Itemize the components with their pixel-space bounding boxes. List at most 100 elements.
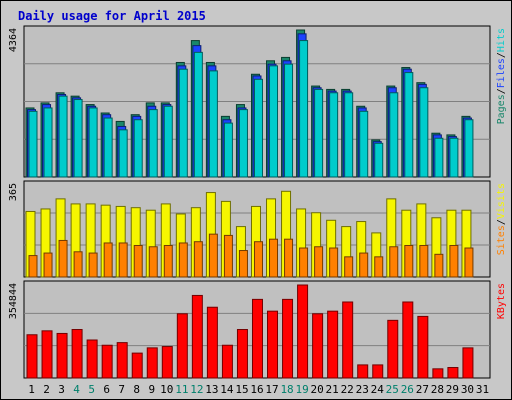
bar-hits-day-12 bbox=[193, 51, 203, 178]
bar-kbytes-day-14 bbox=[221, 344, 233, 379]
bar-hits-day-29 bbox=[449, 137, 459, 178]
bar-hits-day-15 bbox=[238, 109, 248, 178]
bar-sites-day-26 bbox=[404, 244, 414, 278]
x-tick-label: 7 bbox=[118, 383, 125, 396]
bar-kbytes-day-1 bbox=[26, 334, 38, 379]
bar-sites-day-23 bbox=[359, 252, 369, 278]
bar-sites-day-16 bbox=[253, 241, 263, 278]
x-tick-label: 4 bbox=[73, 383, 80, 396]
bar-hits-day-9 bbox=[148, 109, 158, 178]
bar-kbytes-day-18 bbox=[282, 298, 294, 379]
x-tick-label: 18 bbox=[280, 383, 293, 396]
legend-separator: / bbox=[496, 52, 507, 58]
bar-sites-day-3 bbox=[58, 239, 68, 278]
bar-hits-day-24 bbox=[374, 142, 384, 178]
bar-kbytes-day-26 bbox=[402, 301, 414, 379]
bar-sites-day-20 bbox=[314, 246, 324, 278]
bar-sites-day-17 bbox=[269, 238, 279, 278]
x-tick-label: 12 bbox=[190, 383, 203, 396]
bar-hits-day-2 bbox=[43, 107, 53, 178]
bar-sites-day-6 bbox=[103, 242, 113, 278]
x-tick-label: 27 bbox=[416, 383, 429, 396]
x-tick-label: 25 bbox=[386, 383, 399, 396]
bar-kbytes-day-30 bbox=[462, 347, 474, 379]
x-tick-label: 20 bbox=[311, 383, 324, 396]
bar-hits-day-8 bbox=[133, 119, 143, 178]
x-tick-label: 15 bbox=[235, 383, 248, 396]
bar-kbytes-day-24 bbox=[372, 364, 384, 379]
bar-kbytes-day-17 bbox=[267, 310, 279, 379]
bar-sites-day-2 bbox=[43, 252, 53, 278]
bar-sites-day-24 bbox=[374, 256, 384, 278]
bar-kbytes-day-2 bbox=[41, 330, 53, 379]
panel-bot: 354844 KBytes bbox=[8, 280, 507, 379]
bar-hits-day-3 bbox=[58, 95, 68, 178]
bar-kbytes-day-4 bbox=[71, 329, 83, 379]
bar-kbytes-day-8 bbox=[131, 352, 143, 379]
bar-kbytes-day-13 bbox=[206, 306, 218, 379]
bar-hits-day-28 bbox=[434, 137, 444, 178]
bar-hits-day-20 bbox=[314, 88, 324, 178]
bar-hits-day-18 bbox=[284, 63, 294, 178]
bar-kbytes-day-6 bbox=[101, 344, 113, 379]
bar-hits-day-22 bbox=[344, 92, 354, 178]
x-tick-label: 6 bbox=[103, 383, 110, 396]
legend-separator: / bbox=[496, 88, 507, 94]
x-tick-label: 30 bbox=[461, 383, 474, 396]
bar-kbytes-day-22 bbox=[342, 301, 354, 379]
bar-kbytes-day-27 bbox=[417, 315, 429, 379]
bar-sites-day-28 bbox=[434, 253, 444, 278]
x-axis-labels: 1 2 3 4 5 6 7 8 9 10 11 12 13 14 15 16 17 18 19 20 21 22 23 24 2… bbox=[28, 383, 489, 396]
bar-hits-day-16 bbox=[253, 78, 263, 178]
bar-sites-day-1 bbox=[28, 255, 38, 278]
x-tick-label: 26 bbox=[401, 383, 414, 396]
bar-kbytes-day-11 bbox=[176, 313, 188, 379]
bar-kbytes-day-23 bbox=[357, 364, 369, 379]
legend-files: Files bbox=[496, 58, 507, 88]
x-tick-label: 10 bbox=[160, 383, 173, 396]
panel-mid-legend: Sites/Visits bbox=[496, 183, 507, 255]
bar-hits-day-4 bbox=[73, 99, 83, 178]
x-tick-label: 14 bbox=[220, 383, 234, 396]
panel-top-max-label: 4364 bbox=[8, 28, 19, 52]
bar-hits-day-19 bbox=[299, 40, 309, 178]
bar-hits-day-26 bbox=[404, 72, 414, 178]
bar-hits-day-17 bbox=[269, 65, 279, 178]
x-tick-label: 21 bbox=[326, 383, 339, 396]
x-tick-label: 3 bbox=[58, 383, 65, 396]
x-tick-label: 5 bbox=[88, 383, 95, 396]
bar-sites-day-14 bbox=[223, 234, 233, 278]
bar-kbytes-day-19 bbox=[297, 284, 309, 379]
bar-kbytes-day-7 bbox=[116, 342, 128, 379]
bar-sites-day-9 bbox=[148, 246, 158, 278]
x-tick-label: 9 bbox=[148, 383, 155, 396]
bar-kbytes-day-20 bbox=[312, 313, 324, 379]
bar-hits-day-5 bbox=[88, 107, 98, 178]
bar-sites-day-30 bbox=[464, 247, 474, 278]
x-tick-label: 23 bbox=[356, 383, 369, 396]
bar-kbytes-day-25 bbox=[387, 319, 399, 379]
bar-hits-day-11 bbox=[178, 68, 188, 178]
bar-hits-day-7 bbox=[118, 129, 128, 178]
bar-sites-day-25 bbox=[389, 246, 399, 278]
panel-bot-max-label: 354844 bbox=[8, 283, 19, 319]
bar-sites-day-15 bbox=[238, 250, 248, 278]
bar-kbytes-day-10 bbox=[161, 346, 173, 379]
bar-hits-day-23 bbox=[359, 110, 369, 178]
bar-sites-day-11 bbox=[178, 242, 188, 278]
legend-kbytes: KBytes bbox=[496, 283, 507, 319]
bar-hits-day-25 bbox=[389, 92, 399, 178]
legend-visits: Visits bbox=[496, 183, 507, 219]
bar-sites-day-13 bbox=[208, 233, 218, 278]
bar-sites-day-7 bbox=[118, 242, 128, 278]
bar-hits-day-13 bbox=[208, 70, 218, 178]
bar-kbytes-day-9 bbox=[146, 347, 158, 379]
bar-sites-day-29 bbox=[449, 244, 459, 278]
panel-mid: 365 Sites/Visits bbox=[8, 180, 507, 278]
x-tick-label: 13 bbox=[205, 383, 218, 396]
bar-sites-day-4 bbox=[73, 251, 83, 278]
x-tick-label: 29 bbox=[446, 383, 459, 396]
bar-sites-day-10 bbox=[163, 244, 173, 278]
bar-kbytes-day-21 bbox=[327, 310, 339, 379]
bar-sites-day-27 bbox=[419, 244, 429, 278]
